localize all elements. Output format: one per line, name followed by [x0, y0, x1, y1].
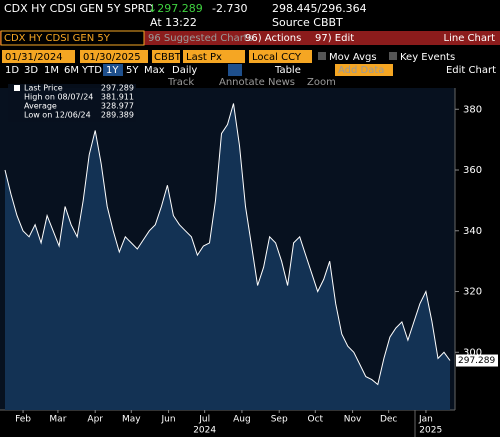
x-tick-label: Nov [344, 415, 362, 425]
period[interactable]: 5Y [126, 65, 139, 76]
add-data-box[interactable] [335, 64, 393, 76]
y-tick-label: 320 [463, 287, 482, 298]
period[interactable]: 6M [64, 65, 79, 76]
year-label: 2024 [193, 426, 216, 436]
x-tick-label: Apr [87, 415, 103, 425]
period[interactable]: 1M [44, 65, 59, 76]
x-tick-label: Jan [418, 415, 433, 425]
end: 01/30/2025 [83, 52, 141, 63]
edit[interactable]: 97) Edit [315, 33, 354, 44]
y-tick-label: 340 [463, 226, 482, 237]
actions[interactable]: 96) Actions [245, 33, 301, 44]
tool[interactable]: News [268, 77, 295, 88]
period[interactable]: 1Y [106, 65, 119, 76]
change: -2.730 [212, 2, 247, 15]
x-tick-label: Jun [161, 415, 176, 425]
legend-value: 297.289 [101, 84, 134, 93]
x-tick-label: Jul [198, 415, 210, 425]
tool[interactable]: Track [167, 77, 194, 88]
x-tick-label: Aug [233, 415, 251, 425]
mov-avgs: Mov Avgs [329, 52, 377, 63]
edit-chart[interactable]: Edit Chart [446, 65, 496, 76]
period[interactable]: 3D [24, 65, 38, 76]
ccy-box[interactable] [249, 50, 312, 63]
source: Source CBBT [272, 16, 343, 29]
key-events: Key Events [400, 52, 455, 63]
legend-value: 381.911 [101, 93, 134, 102]
table[interactable]: Table [274, 65, 301, 76]
start-box[interactable] [2, 50, 75, 63]
end-box[interactable] [80, 50, 148, 63]
chart-type: Line Chart [444, 33, 496, 44]
legend-name: Low on 12/06/24 [24, 111, 91, 120]
suggested[interactable]: 96 Suggested Charts [148, 33, 253, 44]
x-tick-label: Dec [380, 415, 397, 425]
tool[interactable]: Annotate [219, 77, 265, 88]
ccy: Local CCY [252, 52, 302, 63]
legend-name: High on 08/07/24 [24, 93, 93, 102]
period[interactable]: YTD [81, 65, 102, 76]
x-tick-label: Oct [308, 415, 324, 425]
checkbox[interactable] [389, 52, 397, 60]
legend-name: Average [24, 102, 57, 111]
security-box[interactable] [0, 30, 145, 46]
frequency[interactable]: Daily [172, 65, 197, 76]
src: CBBT [154, 52, 182, 63]
add-data: Add Data [338, 65, 384, 76]
y-tick-label: 360 [463, 165, 482, 176]
ticker: CDX HY CDSI GEN 5Y SPRD [4, 2, 154, 15]
last-box [456, 354, 498, 367]
year-label: 2025 [419, 426, 442, 436]
x-tick-label: Mar [49, 415, 66, 425]
legend-swatch [14, 85, 20, 91]
source-box[interactable] [152, 50, 180, 63]
legend-value: 328.977 [101, 102, 134, 111]
area [5, 103, 450, 410]
field-box[interactable] [183, 50, 245, 63]
field: Last Px [186, 52, 222, 63]
y-tick-label: 380 [463, 104, 482, 115]
period[interactable]: 1D [5, 65, 19, 76]
start: 01/31/2024 [5, 52, 63, 63]
tool[interactable]: Zoom [307, 77, 336, 88]
draw-icon[interactable] [228, 64, 242, 76]
time: At 13:22 [150, 16, 197, 29]
line [4, 103, 451, 386]
period[interactable]: Max [144, 65, 165, 76]
checkbox[interactable] [318, 52, 326, 60]
x-tick-label: May [122, 415, 141, 425]
legend-box [8, 84, 136, 122]
y-tick-label: 300 [463, 347, 482, 358]
period-active [103, 64, 123, 76]
x-tick-label: Feb [15, 415, 31, 425]
legend-value: 289.389 [101, 111, 134, 120]
x-tick-label: Sep [271, 415, 288, 425]
bid-ask: 298.445/296.364 [272, 2, 367, 15]
last: ↓297.289 [148, 2, 203, 15]
legend-name: Last Price [24, 84, 63, 93]
security: CDX HY CDSI GEN 5Y [4, 33, 111, 44]
last-label: 297.289 [458, 356, 495, 366]
